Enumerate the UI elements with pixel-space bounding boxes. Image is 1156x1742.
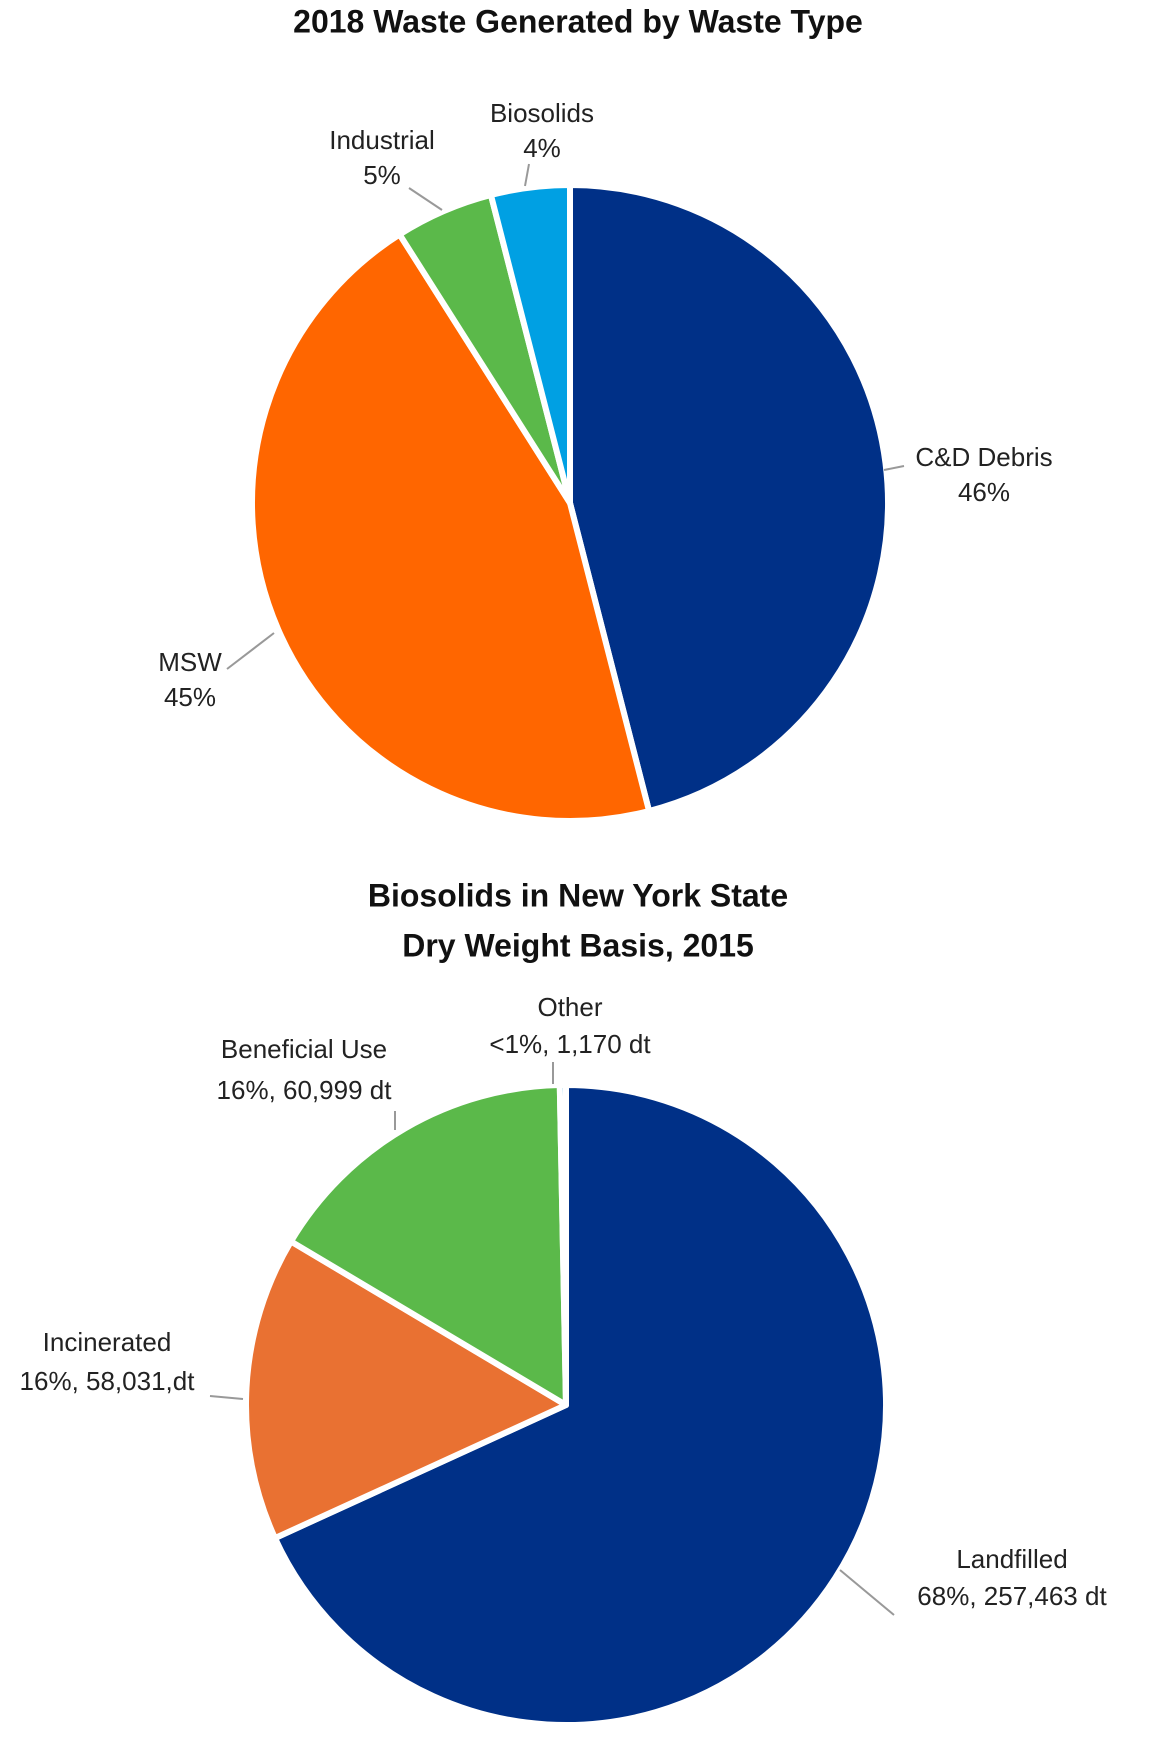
leader-line	[883, 465, 905, 471]
slice-value-label: 45%	[164, 682, 216, 712]
pie-slice	[271, 1082, 889, 1728]
pie-slice	[243, 1238, 569, 1542]
slice-value-label: 46%	[958, 477, 1010, 507]
leader-line	[839, 1569, 895, 1616]
pie-slice	[556, 1081, 569, 1408]
chart-title: Dry Weight Basis, 2015	[402, 927, 754, 963]
pie-slice	[249, 231, 653, 824]
pie-slice	[487, 182, 573, 506]
pie-slice	[567, 182, 891, 815]
slice-label: Incinerated	[43, 1327, 172, 1357]
slice-label: Biosolids	[490, 98, 594, 128]
slice-value-label: 5%	[363, 160, 401, 190]
slice-value-label: <1%, 1,170 dt	[489, 1029, 651, 1059]
pie-slice	[287, 1082, 569, 1408]
slice-value-label: 16%, 60,999 dt	[217, 1075, 393, 1105]
slice-value-label: 16%, 58,031,dt	[20, 1366, 196, 1396]
leader-line	[408, 187, 443, 211]
chart-title: Biosolids in New York State	[368, 877, 788, 913]
slice-label: Landfilled	[956, 1544, 1067, 1574]
slice-label: Industrial	[329, 125, 435, 155]
slice-label: Other	[537, 992, 602, 1022]
leader-line	[226, 632, 275, 670]
slice-value-label: 68%, 257,463 dt	[917, 1581, 1107, 1611]
leader-line	[209, 1395, 244, 1400]
slice-label: MSW	[158, 647, 222, 677]
chart-title: 2018 Waste Generated by Waste Type	[293, 3, 863, 39]
leader-line	[524, 163, 530, 187]
slice-label: C&D Debris	[915, 442, 1052, 472]
slice-value-label: 4%	[523, 133, 561, 163]
slice-label: Beneficial Use	[221, 1034, 387, 1064]
